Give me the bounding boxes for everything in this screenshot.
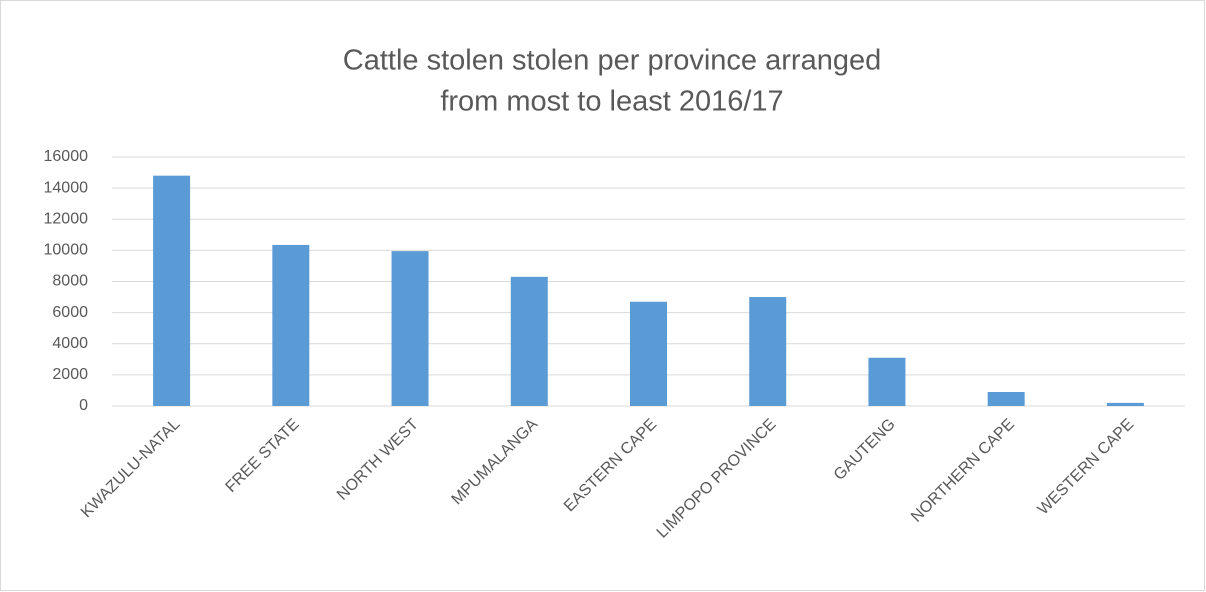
bar	[510, 276, 548, 406]
bar	[630, 301, 667, 406]
y-tick-label: 6000	[52, 304, 88, 321]
bar	[153, 175, 191, 406]
bar	[749, 297, 787, 406]
y-tick-label: 8000	[52, 273, 88, 290]
bar	[272, 244, 310, 406]
y-tick-label: 10000	[44, 242, 89, 259]
y-tick-label: 2000	[52, 366, 88, 383]
y-tick-label: 16000	[44, 148, 89, 165]
bar	[868, 357, 906, 406]
y-tick-label: 12000	[44, 210, 89, 227]
y-tick-label: 0	[79, 397, 88, 414]
bar	[987, 391, 1025, 406]
y-tick-label: 4000	[52, 335, 88, 352]
bar	[1106, 402, 1144, 406]
y-tick-label: 14000	[44, 179, 89, 196]
chart-title: from most to least 2016/17	[440, 86, 783, 118]
bar	[391, 251, 429, 406]
chart-title: Cattle stolen stolen per province arrang…	[343, 45, 881, 77]
